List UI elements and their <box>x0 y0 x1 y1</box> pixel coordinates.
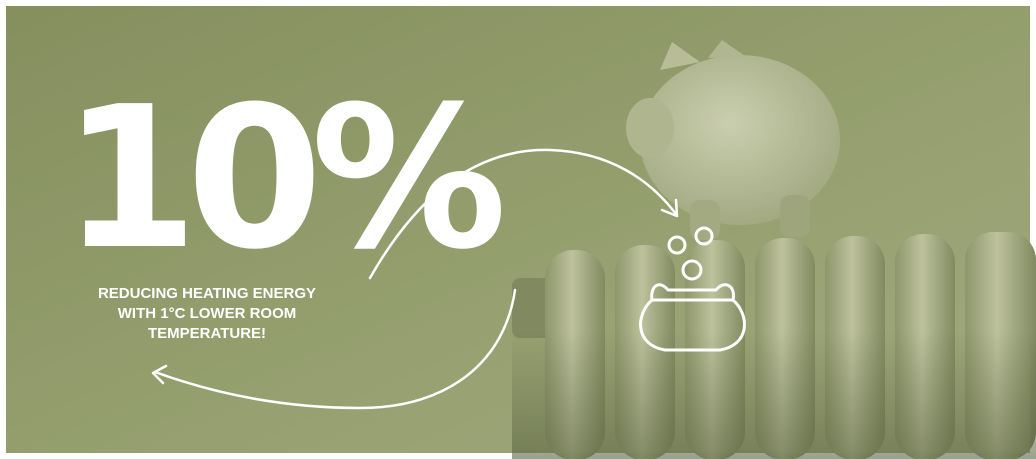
purse-icon <box>639 226 746 352</box>
headline: 10% <box>62 65 502 293</box>
piggy-bank <box>626 40 840 240</box>
caption-line: REDUCING HEATING ENERGY <box>98 285 316 302</box>
caption-line: WITH 1°C LOWER ROOM <box>118 305 296 322</box>
radiator <box>512 232 1036 459</box>
arrows <box>151 148 679 410</box>
caption-line: TEMPERATURE! <box>148 325 266 342</box>
